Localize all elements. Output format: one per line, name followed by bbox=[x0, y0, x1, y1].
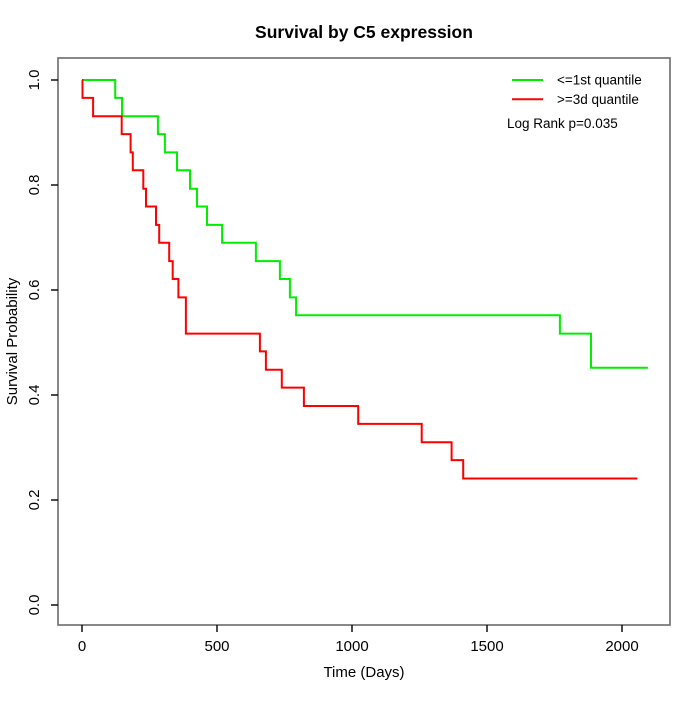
x-tick-label: 1500 bbox=[470, 638, 503, 655]
y-tick-label: 0.4 bbox=[26, 385, 43, 406]
x-tick-label: 2000 bbox=[605, 638, 638, 655]
chart-title: Survival by C5 expression bbox=[255, 22, 473, 42]
survival-curve-first-quantile bbox=[82, 79, 648, 369]
legend-label-third-quantile: >=3d quantile bbox=[557, 92, 639, 107]
survival-curve-third-quantile bbox=[81, 79, 638, 480]
y-tick-label: 1.0 bbox=[26, 70, 43, 91]
legend: <=1st quantile >=3d quantile Log Rank p=… bbox=[507, 73, 642, 132]
x-tick-label: 0 bbox=[78, 638, 86, 655]
survival-curves bbox=[81, 79, 648, 480]
y-tick-label: 0.0 bbox=[26, 595, 43, 616]
log-rank-annotation: Log Rank p=0.035 bbox=[507, 116, 618, 131]
y-tick-label: 0.6 bbox=[26, 280, 43, 301]
x-tick-label: 1000 bbox=[335, 638, 368, 655]
y-axis: 0.0 0.2 0.4 0.6 0.8 1.0 bbox=[26, 70, 58, 616]
x-axis: 0 500 1000 1500 2000 bbox=[78, 625, 639, 655]
y-axis-title: Survival Probability bbox=[4, 277, 21, 405]
legend-label-first-quantile: <=1st quantile bbox=[557, 73, 642, 88]
x-axis-title: Time (Days) bbox=[323, 664, 404, 681]
y-tick-label: 0.2 bbox=[26, 490, 43, 511]
x-tick-label: 500 bbox=[204, 638, 229, 655]
y-tick-label: 0.8 bbox=[26, 175, 43, 196]
plot-border bbox=[57, 57, 671, 626]
